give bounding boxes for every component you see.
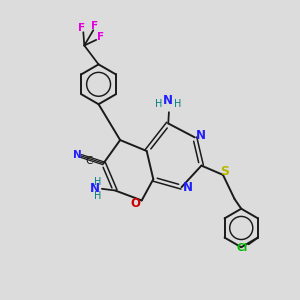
Text: N: N: [90, 182, 100, 195]
Text: N: N: [163, 94, 172, 107]
Text: Cl: Cl: [236, 242, 247, 253]
Text: H: H: [94, 176, 102, 187]
Text: S: S: [220, 165, 229, 178]
Text: N: N: [73, 150, 81, 160]
Text: N: N: [183, 181, 193, 194]
Text: H: H: [154, 98, 162, 109]
Text: H: H: [174, 98, 181, 109]
Text: N: N: [195, 129, 206, 142]
Text: C: C: [85, 156, 93, 166]
Text: H: H: [94, 191, 102, 201]
Text: F: F: [78, 23, 85, 33]
Text: O: O: [131, 196, 141, 210]
Text: F: F: [97, 32, 104, 42]
Text: F: F: [92, 21, 98, 31]
